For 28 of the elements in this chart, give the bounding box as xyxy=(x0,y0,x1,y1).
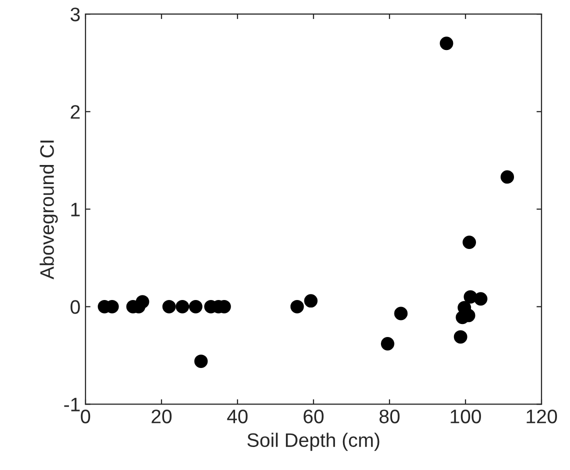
x-axis-title: Soil Depth (cm) xyxy=(247,432,380,451)
point xyxy=(500,170,514,184)
point xyxy=(474,292,488,306)
y-axis-title: Aboveground CI xyxy=(40,140,58,280)
point xyxy=(462,236,476,250)
point xyxy=(394,306,408,320)
x-tick-label: 20 xyxy=(152,410,172,424)
x-tick-label: 120 xyxy=(526,410,557,424)
y-tick-label: -1 xyxy=(64,398,80,412)
y-tick-label: 3 xyxy=(70,8,80,22)
point xyxy=(194,354,208,368)
x-tick-label: 0 xyxy=(80,410,90,424)
point xyxy=(454,330,468,344)
x-tick-label: 100 xyxy=(450,410,481,424)
point xyxy=(176,300,190,314)
y-tick-label: 0 xyxy=(70,300,80,314)
y-tick-label: 2 xyxy=(70,105,80,119)
point xyxy=(380,337,394,350)
point xyxy=(290,300,304,314)
x-tick-label: 80 xyxy=(380,410,400,424)
x-tick-label: 60 xyxy=(304,410,324,424)
point xyxy=(188,300,202,314)
point xyxy=(136,295,150,309)
point xyxy=(440,36,454,50)
point xyxy=(162,300,176,314)
y-tick-label: 1 xyxy=(71,202,80,216)
x-tick-label: 40 xyxy=(227,410,248,424)
point xyxy=(304,294,318,308)
